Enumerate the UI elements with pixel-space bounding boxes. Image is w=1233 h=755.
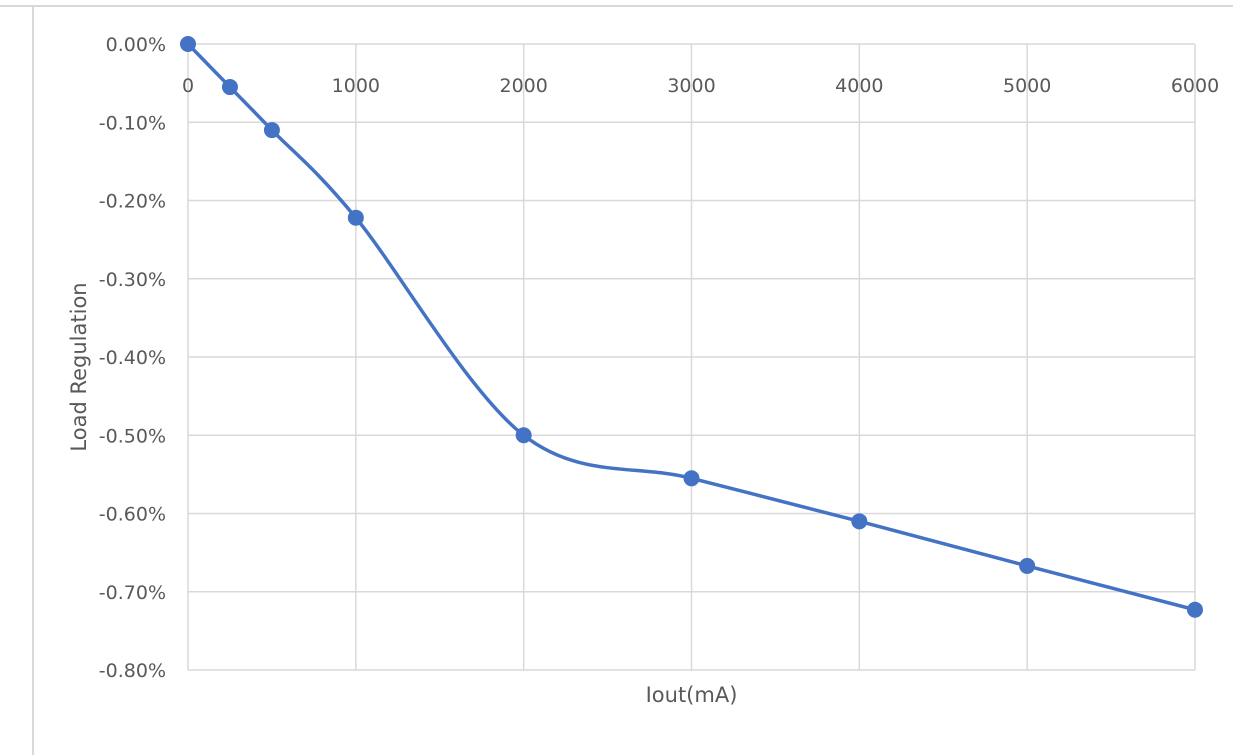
data-point bbox=[263, 122, 280, 139]
data-point bbox=[221, 79, 238, 96]
y-tick-label: -0.60% bbox=[99, 504, 166, 526]
data-point bbox=[1019, 557, 1036, 574]
data-point bbox=[515, 427, 532, 444]
x-tick-label: 6000 bbox=[1171, 75, 1219, 97]
y-tick-label: -0.40% bbox=[99, 347, 166, 369]
y-tick-label: -0.70% bbox=[99, 582, 166, 604]
x-axis-title: Iout(mA) bbox=[646, 683, 738, 707]
data-point bbox=[1187, 601, 1203, 618]
y-tick-label: -0.80% bbox=[99, 660, 166, 682]
data-point bbox=[851, 513, 868, 530]
y-axis-tick-labels: 0.00% -0.10% -0.20% -0.30% -0.40% -0.50% -0.60… bbox=[99, 34, 166, 682]
x-tick-label: 0 bbox=[182, 75, 194, 97]
series-layer bbox=[180, 36, 1203, 618]
image-border bbox=[0, 5, 1233, 755]
x-tick-label: 1000 bbox=[332, 75, 380, 97]
data-point bbox=[180, 36, 196, 52]
y-tick-label: 0.00% bbox=[106, 34, 166, 56]
y-tick-label: -0.50% bbox=[99, 425, 166, 447]
y-tick-label: -0.10% bbox=[99, 112, 166, 134]
x-axis-tick-labels: 0 1000 2000 3000 4000 5000 6000 bbox=[182, 75, 1219, 97]
x-tick-label: 5000 bbox=[1003, 75, 1051, 97]
x-tick-label: 2000 bbox=[499, 75, 547, 97]
x-tick-label: 3000 bbox=[667, 75, 715, 97]
data-point bbox=[683, 470, 700, 487]
y-axis-title: Load Regulation bbox=[67, 282, 91, 451]
gridlines bbox=[187, 43, 1196, 671]
data-point bbox=[347, 209, 364, 226]
y-tick-label: -0.30% bbox=[99, 269, 166, 291]
x-tick-label: 4000 bbox=[835, 75, 883, 97]
y-tick-label: -0.20% bbox=[99, 191, 166, 213]
